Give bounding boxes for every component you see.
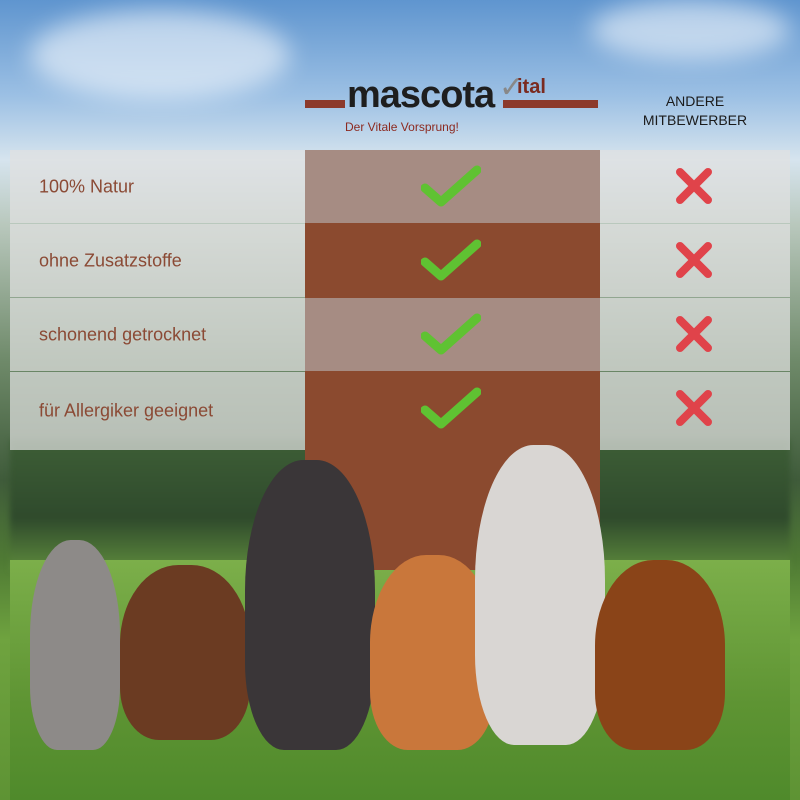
mascota-cell (305, 298, 600, 371)
check-icon (421, 387, 481, 429)
competitor-cell (600, 372, 790, 450)
comparison-row: 100% Natur (10, 150, 790, 223)
logo-bar-left (305, 100, 345, 108)
competitor-heading-line2: MITBEWERBER (642, 112, 748, 128)
check-icon (421, 239, 481, 281)
feature-cell: für Allergiker geeignet (10, 372, 305, 450)
cross-icon (676, 168, 712, 204)
mascota-cell (305, 150, 600, 223)
logo-word: mascota (347, 74, 495, 116)
comparison-row: für Allergiker geeignet (10, 372, 790, 450)
feature-label: 100% Natur (39, 176, 135, 196)
dog-weimaraner-puppy (30, 540, 120, 750)
logo-check-icon: ✓ (499, 70, 525, 105)
dog-corgi (370, 555, 495, 750)
cross-icon (676, 242, 712, 278)
check-icon (421, 165, 481, 207)
logo-tagline: Der Vitale Vorsprung! (345, 120, 459, 134)
dog-pitbull (245, 460, 375, 750)
dog-corgi-tricolor (120, 565, 250, 740)
mascota-vital-logo: mascota ✓ ital Der Vitale Vorsprung! (305, 68, 600, 148)
logo-suffix: ital (517, 76, 546, 98)
feature-cell: schonend getrocknet (10, 298, 305, 371)
competitor-cell (600, 224, 790, 297)
feature-label: für Allergiker geeignet (39, 400, 214, 421)
comparison-row: ohne Zusatzstoffe (10, 224, 790, 297)
feature-label: ohne Zusatzstoffe (39, 250, 182, 270)
check-icon (421, 313, 481, 355)
cloud (590, 0, 790, 60)
logo-bar-right (503, 100, 598, 108)
cloud (30, 10, 290, 100)
cross-icon (676, 316, 712, 352)
mascota-cell (305, 372, 600, 450)
competitor-heading: ANDERE MITBEWERBER (600, 92, 790, 130)
competitor-cell (600, 150, 790, 223)
dog-husky (475, 445, 605, 745)
dog-dachshund (595, 560, 725, 750)
mascota-cell (305, 224, 600, 297)
cross-icon (676, 390, 712, 426)
competitor-heading-line1: ANDERE (665, 93, 725, 109)
feature-cell: 100% Natur (10, 150, 305, 223)
competitor-cell (600, 298, 790, 371)
comparison-row: schonend getrocknet (10, 298, 790, 371)
feature-label: schonend getrocknet (39, 324, 207, 344)
feature-cell: ohne Zusatzstoffe (10, 224, 305, 297)
